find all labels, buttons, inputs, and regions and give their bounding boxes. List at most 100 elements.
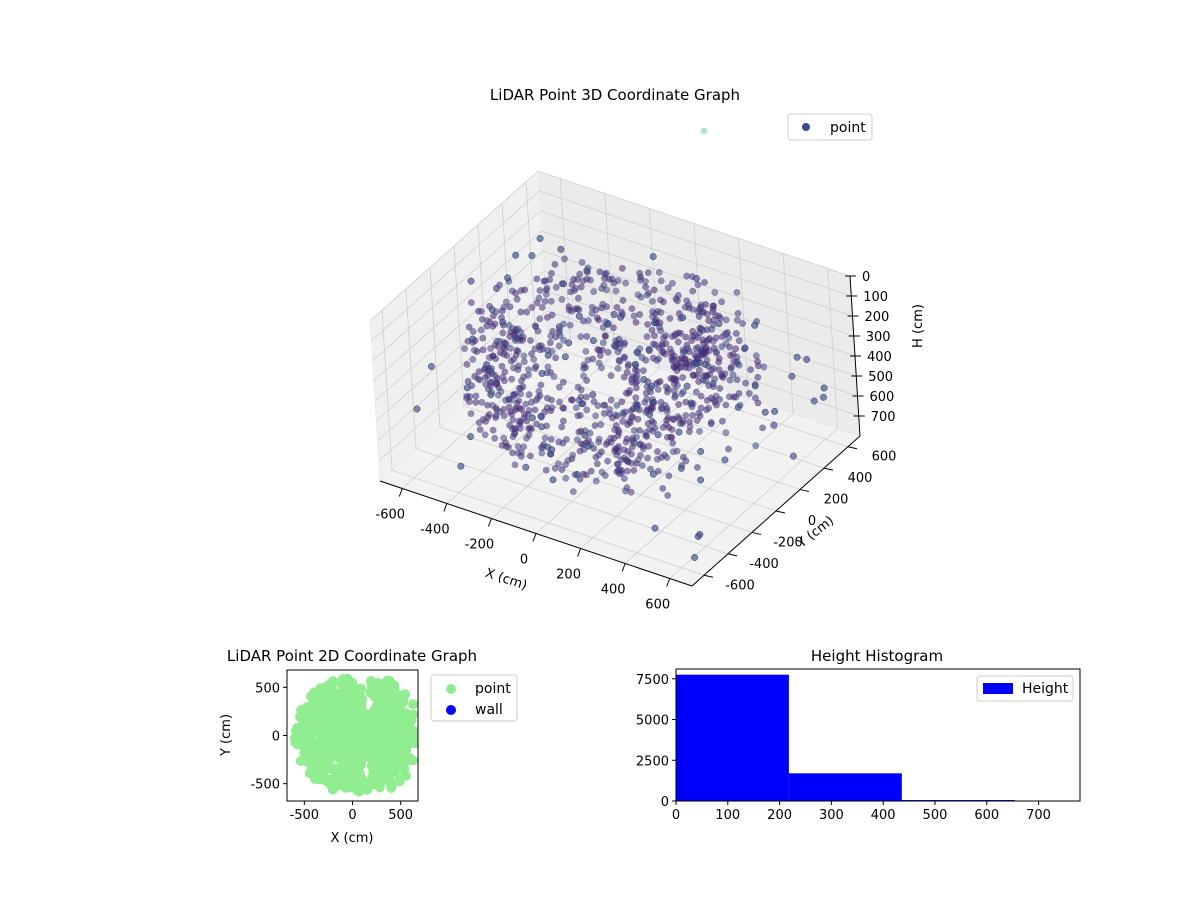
scatter-point-3d xyxy=(582,347,590,355)
legend-3d: point xyxy=(787,113,873,141)
scatter-point-3d xyxy=(543,284,551,292)
scatter-point-3d xyxy=(650,286,658,294)
scatter-point-3d xyxy=(555,438,563,446)
legend-marker-point xyxy=(802,123,810,131)
scatter-point-3d xyxy=(648,297,656,305)
scatter-point-3d xyxy=(617,456,625,464)
scatter-point-3d xyxy=(577,333,585,341)
y-tick-mark xyxy=(727,553,738,557)
scatter-point-3d xyxy=(567,288,575,296)
scatter-point-2d xyxy=(339,707,350,718)
scatter-point-3d xyxy=(632,404,640,412)
scatter-point-3d xyxy=(533,275,541,283)
z-tick-label: 300 xyxy=(866,330,891,345)
ylabel-2d: Y (cm) xyxy=(219,714,234,757)
scatter-point-3d xyxy=(683,297,691,305)
scatter-point-3d xyxy=(683,272,691,280)
scatter-point-2d xyxy=(376,754,387,765)
scatter-point-3d xyxy=(500,343,508,351)
scatter-point-3d xyxy=(628,305,636,313)
legend-2d: point wall xyxy=(430,674,518,722)
x-tick-label-2d: -500 xyxy=(290,808,320,823)
scatter-point-3d xyxy=(620,353,628,361)
scatter-point-3d xyxy=(469,335,477,343)
scatter-point-3d xyxy=(722,429,730,437)
scatter-point-3d xyxy=(520,443,528,451)
scatter-point-2d xyxy=(330,701,340,712)
scatter-point-3d xyxy=(686,423,694,431)
x-tick-label: -600 xyxy=(376,508,406,523)
x-tick-label-hist: 700 xyxy=(1026,808,1051,823)
scatter-point-3d xyxy=(675,415,683,423)
x-tick-mark xyxy=(577,548,582,557)
scatter-point-3d xyxy=(699,326,707,334)
scatter-point-2d xyxy=(377,712,388,723)
scatter-point-3d xyxy=(517,384,525,392)
scatter-point-3d xyxy=(664,492,672,499)
scatter-point-3d xyxy=(733,353,741,361)
legend-hist: Height xyxy=(976,675,1074,702)
scatter-point-3d xyxy=(574,294,582,302)
scatter-point-3d xyxy=(697,476,705,484)
scatter-point-3d xyxy=(721,456,729,464)
scatter-point-3d xyxy=(696,427,703,435)
scatter-point-3d xyxy=(820,393,827,401)
scatter-point-3d xyxy=(565,303,573,311)
scatter-point-3d xyxy=(578,258,586,266)
scatter-point-2d xyxy=(316,690,327,701)
scatter-point-3d xyxy=(562,474,570,482)
scatter-point-3d xyxy=(651,524,659,532)
scatter-point-3d xyxy=(478,307,485,315)
scatter-point-3d xyxy=(733,288,741,296)
scatter-point-3d xyxy=(602,440,610,448)
y-tick-mark xyxy=(847,446,858,450)
scatter-point-3d xyxy=(566,321,574,329)
scatter-point-3d xyxy=(427,363,435,370)
scatter-point-3d xyxy=(481,431,489,439)
scatter-point-3d xyxy=(709,380,717,387)
scatter-point-3d xyxy=(467,433,474,441)
scatter-point-3d xyxy=(713,401,720,409)
scatter-point-3d xyxy=(697,404,705,412)
x-tick-label-hist: 100 xyxy=(715,808,740,823)
scatter-point-3d xyxy=(620,446,628,454)
scatter-point-3d xyxy=(507,357,515,365)
scatter-point-3d xyxy=(543,394,551,402)
scatter-point-3d xyxy=(463,394,471,402)
scatter-point-3d xyxy=(734,403,742,411)
legend-label-height: Height xyxy=(1022,681,1069,697)
x-tick-label-hist: 500 xyxy=(923,808,948,823)
scatter-point-3d xyxy=(634,291,642,299)
scatter-point-2d xyxy=(398,733,409,744)
scatter-point-2d xyxy=(332,726,343,737)
scatter-point-2d xyxy=(380,764,391,775)
scatter-point-2d xyxy=(372,700,382,711)
scatter-point-3d xyxy=(568,396,576,404)
scatter-point-3d xyxy=(548,269,555,277)
scatter-point-3d xyxy=(661,350,669,358)
scatter-point-2d xyxy=(371,728,382,739)
scatter-point-3d xyxy=(469,328,477,335)
scatter-point-3d xyxy=(508,375,516,383)
scatter-point-3d xyxy=(620,373,628,381)
scatter-point-3d xyxy=(488,306,496,314)
scatter-point-3d xyxy=(643,291,651,299)
scatter-point-3d xyxy=(550,373,558,381)
scatter-point-3d xyxy=(514,347,522,355)
scatter-point-3d xyxy=(649,253,657,261)
scatter-point-3d xyxy=(479,334,487,342)
scatter-point-3d xyxy=(751,321,759,329)
plot-3d: -600 -400 -200 0 200 400 600 -600 -400 -200 0 200 40… xyxy=(369,86,926,613)
scatter-point-2d xyxy=(386,778,397,789)
scatter-point-3d xyxy=(548,311,556,319)
scatter-point-3d xyxy=(649,354,657,362)
scatter-point-3d xyxy=(668,279,676,287)
scatter-point-3d xyxy=(531,406,539,414)
scatter-point-2d xyxy=(325,737,336,748)
scatter-point-3d xyxy=(583,267,591,275)
scatter-point-3d xyxy=(555,342,563,350)
scatter-point-3d xyxy=(478,315,486,323)
scatter-point-3d xyxy=(694,281,702,289)
scatter-point-3d xyxy=(643,333,651,341)
z-tick-label: 700 xyxy=(871,410,896,425)
